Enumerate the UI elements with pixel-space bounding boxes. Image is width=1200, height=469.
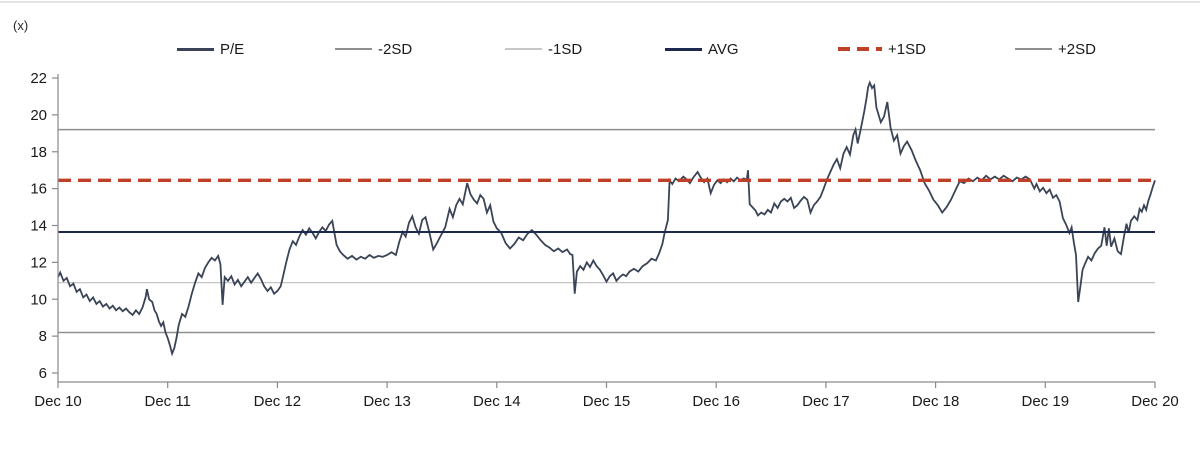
- minus1sd-line-swatch: [505, 48, 542, 50]
- y-tick-label: 6: [39, 365, 47, 382]
- y-tick-label: 18: [30, 144, 47, 161]
- legend-label-minus1sd: -1SD: [548, 40, 583, 58]
- x-tick-label: Dec 19: [1022, 393, 1070, 410]
- y-tick-label: 12: [30, 254, 47, 271]
- legend-item-minus1sd: -1SD: [505, 40, 582, 58]
- y-tick-label: 10: [30, 291, 47, 308]
- top-divider: [0, 1, 1200, 3]
- x-tick-label: Dec 18: [912, 393, 960, 410]
- minus2sd-line-swatch: [335, 48, 372, 50]
- x-tick-label: Dec 16: [692, 393, 740, 410]
- legend-item-plus2sd: +2SD: [1015, 40, 1096, 58]
- legend-label-plus1sd: +1SD: [888, 40, 926, 58]
- pe-line-swatch: [177, 47, 214, 51]
- legend-item-avg: AVG: [665, 40, 739, 58]
- x-tick-label: Dec 13: [363, 393, 411, 410]
- plus2sd-line-swatch: [1015, 48, 1052, 50]
- y-tick-label: 8: [39, 328, 47, 345]
- y-tick-label: 16: [30, 181, 47, 198]
- y-axis-unit-label: (x): [13, 18, 29, 33]
- legend-item-minus2sd: -2SD: [335, 40, 412, 58]
- x-tick-label: Dec 11: [144, 393, 190, 410]
- legend-label-plus2sd: +2SD: [1058, 40, 1096, 58]
- chart-legend: P/E -2SD -1SD AVG +1SD +2SD: [0, 0, 1200, 60]
- legend-label-minus2sd: -2SD: [378, 40, 413, 58]
- pe-series-line: [57, 80, 1156, 357]
- legend-label-pe: P/E: [220, 40, 245, 58]
- avg-line-swatch: [665, 47, 702, 51]
- y-tick-label: 20: [30, 107, 47, 124]
- x-tick-label: Dec 20: [1131, 393, 1179, 410]
- y-tick-label: 14: [30, 218, 47, 235]
- x-tick-label: Dec 17: [802, 393, 850, 410]
- plus1sd-line-swatch: [838, 47, 882, 51]
- legend-item-pe: P/E: [177, 40, 244, 58]
- legend-label-avg: AVG: [708, 40, 739, 58]
- x-tick-label: Dec 12: [254, 393, 302, 410]
- x-tick-label: Dec 15: [583, 393, 631, 410]
- y-tick-label: 22: [30, 70, 47, 87]
- legend-item-plus1sd: +1SD: [838, 40, 926, 58]
- x-tick-label: Dec 10: [34, 393, 82, 410]
- x-tick-label: Dec 14: [473, 393, 521, 410]
